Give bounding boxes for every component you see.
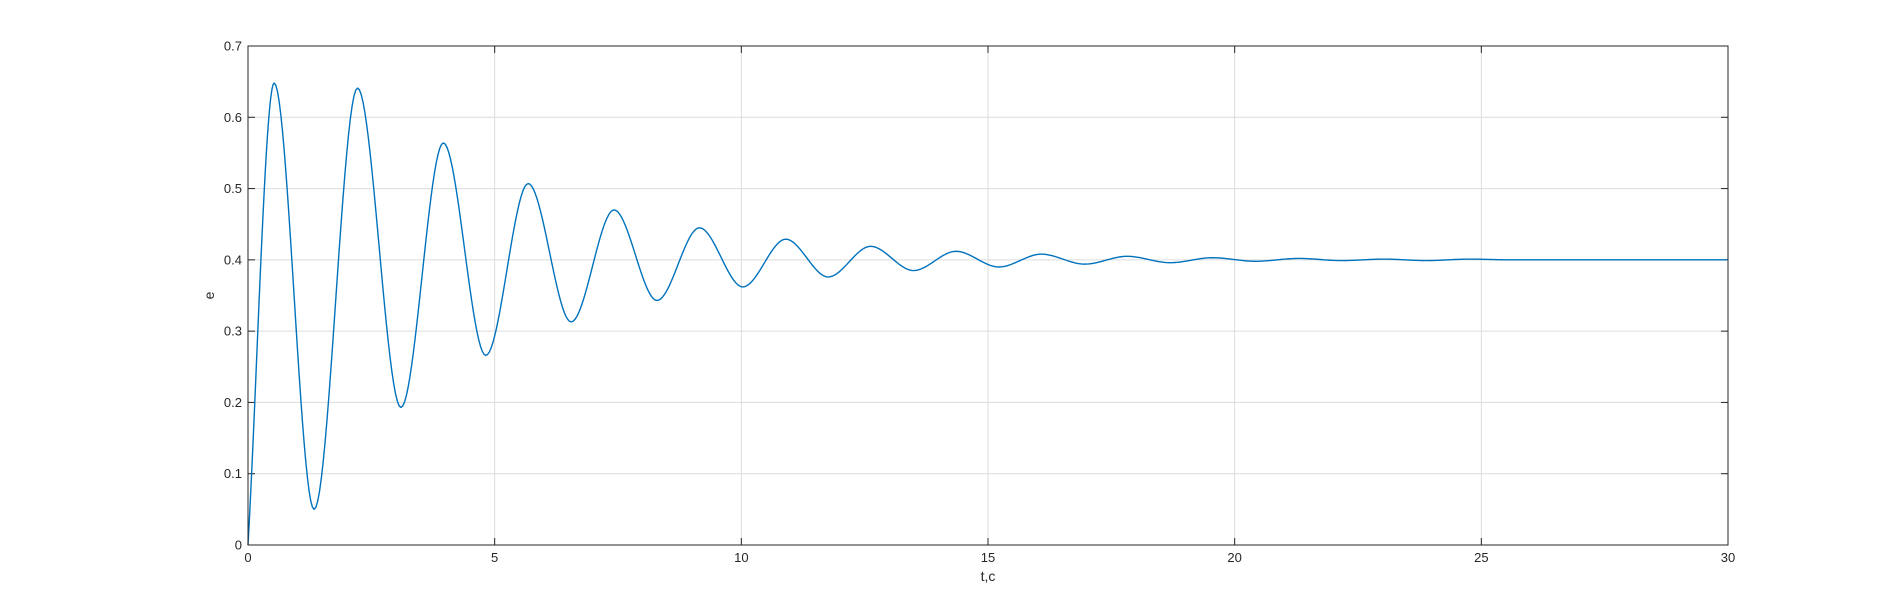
y-tick-label: 0.6 [224, 110, 242, 125]
y-tick-label: 0 [235, 538, 242, 553]
series-line-0 [247, 82, 1728, 546]
grid [247, 45, 1729, 546]
x-tick-label: 20 [1227, 550, 1241, 565]
y-tick-label: 0.1 [224, 466, 242, 481]
y-tick-label: 0.5 [224, 181, 242, 196]
y-tick-label: 0.3 [224, 324, 242, 339]
x-tick-label: 25 [1474, 550, 1488, 565]
y-tick-label: 0.4 [224, 252, 242, 267]
y-axis-label: e [201, 291, 217, 299]
x-tick-label: 30 [1721, 550, 1735, 565]
x-tick-label: 0 [244, 550, 251, 565]
plot-frame [247, 45, 1729, 546]
x-tick-label: 15 [981, 550, 995, 565]
x-tick-label: 5 [491, 550, 498, 565]
series-layer [247, 82, 1728, 546]
y-tick-label: 0.2 [224, 395, 242, 410]
x-axis-label: t,c [981, 568, 996, 584]
x-tick-label: 10 [734, 550, 748, 565]
y-tick-label: 0.7 [224, 39, 242, 54]
tick-labels: 0 5 10 15 20 25 30 0 0.1 0.2 0.3 0.4 0.5 0.6 0.7 [224, 39, 1735, 566]
